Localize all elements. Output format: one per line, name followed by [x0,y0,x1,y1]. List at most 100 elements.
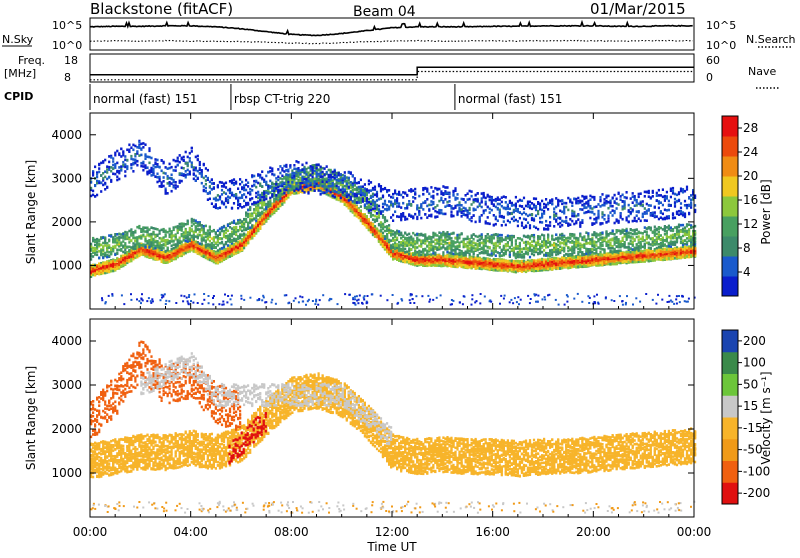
data-cell [456,256,458,259]
data-cell [263,213,265,216]
data-cell [430,253,432,256]
data-cell [255,229,257,232]
data-cell [444,263,446,266]
data-cell [179,255,181,258]
data-cell [167,255,169,258]
data-cell [261,219,263,222]
data-cell [517,264,519,267]
data-cell [261,223,263,226]
data-cell [525,269,527,272]
data-cell [338,197,340,200]
data-cell [251,237,253,240]
data-cell [489,266,491,269]
data-cell [410,256,412,259]
data-cell [106,265,108,268]
data-cell [400,258,402,261]
data-cell [171,256,173,259]
data-cell [430,258,432,261]
data-cell [132,253,134,256]
data-cell [229,246,231,249]
data-cell [183,244,185,247]
data-cell [521,268,523,271]
data-cell [249,236,251,239]
data-cell [372,227,374,230]
data-cell [177,247,179,250]
data-cell [130,254,132,257]
data-cell [442,259,444,262]
data-cell [169,257,171,260]
data-cell [253,234,255,237]
data-cell [195,248,197,251]
data-cell [161,258,163,261]
data-cell [330,195,332,198]
data-cell [225,248,227,251]
data-cell [364,216,366,219]
data-cell [247,233,249,236]
data-cell [98,270,100,273]
data-cell [503,269,505,272]
data-cell [110,264,112,267]
data-cell [382,239,384,242]
data-cell [175,257,177,260]
data-cell [247,236,249,239]
data-cell [402,252,404,255]
data-cell [104,261,106,264]
data-cell [344,198,346,201]
data-cell [499,260,501,263]
data-cell [372,231,374,234]
data-cell [340,200,342,203]
data-cell [471,262,473,265]
data-cell [410,253,412,256]
data-cell [354,212,356,215]
data-cell [161,251,163,254]
data-cell [452,265,454,268]
noise-tick-left-bottom: 10^0 [52,39,82,52]
data-cell [450,255,452,258]
data-cell [511,268,513,271]
data-cell [521,263,523,266]
data-cell [102,269,104,272]
data-cell [376,227,378,230]
data-cell [509,269,511,272]
data-cell [120,261,122,264]
data-cell [205,251,207,254]
data-cell [225,252,227,255]
data-cell [513,270,515,273]
data-cell [360,219,362,222]
data-cell [368,229,370,232]
data-cell [487,261,489,264]
data-cell [424,256,426,259]
data-cell [269,215,271,218]
data-cell [358,217,360,220]
data-cell [531,263,533,266]
data-cell [424,259,426,262]
data-cell [360,210,362,213]
data-cell [255,226,257,229]
data-cell [354,210,356,213]
data-cell [497,266,499,269]
data-cell [185,249,187,252]
data-cell [96,271,98,274]
data-cell [366,225,368,228]
data-cell [233,252,235,255]
data-cell [412,263,414,266]
data-cell [177,255,179,258]
data-cell [428,257,430,260]
data-cell [475,257,477,260]
data-cell [150,255,152,258]
data-cell [193,241,195,244]
data-cell [493,265,495,268]
data-cell [412,259,414,262]
data-cell [424,263,426,266]
cpid-segment-label: rbsp CT-trig 220 [234,92,330,106]
data-cell [497,263,499,266]
noise-panel-frame [90,18,694,50]
data-cell [144,253,146,256]
cpid-segment-label: normal (fast) 151 [458,92,562,106]
data-cell [281,199,283,202]
data-cell [94,269,96,272]
data-cell [529,260,531,263]
data-cell [275,201,277,204]
data-cell [386,250,388,253]
